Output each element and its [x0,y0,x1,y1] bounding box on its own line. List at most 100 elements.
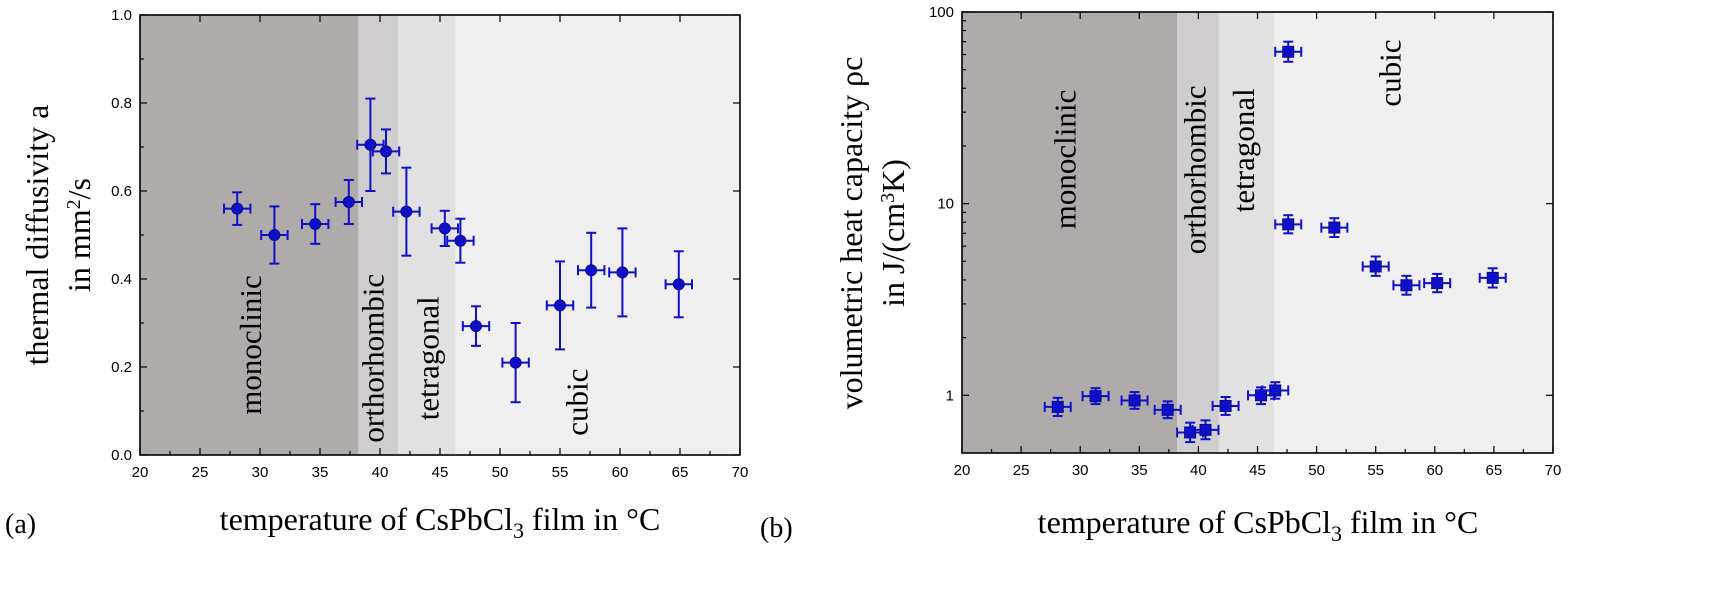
data-point [1423,272,1452,294]
phase-label-cubic: cubic [560,369,595,436]
data-point [1320,217,1349,238]
marker-circle [509,356,522,369]
data-point [356,97,385,192]
panel-a-phase-regions [140,15,740,455]
panel-a-label: (a) [5,509,36,540]
y-tick-label: 1.0 [111,7,132,24]
x-tick-label: 30 [252,464,269,481]
y-tick-label: 100 [929,4,954,21]
data-point [260,205,289,265]
phase-label-monoclinic: monoclinic [1047,90,1082,229]
marker-square [1282,218,1295,231]
data-point [1478,267,1507,289]
marker-circle [554,299,566,312]
phase-label-orthorhombic: orthorhombic [356,274,391,443]
y-tick-label: 10 [937,196,954,213]
data-point [1153,400,1182,420]
panel-b-label: (b) [760,513,793,544]
x-tick-label: 40 [372,464,389,481]
x-tick-label: 50 [492,464,509,481]
data-point [446,217,475,264]
data-point [371,128,401,175]
phase-label-cubic: cubic [1373,40,1408,107]
x-tick-label: 55 [1367,462,1384,479]
x-tick-label: 40 [1190,462,1207,479]
data-point [1274,214,1303,235]
marker-circle [616,266,629,279]
data-point [608,227,637,318]
marker-circle [438,222,451,235]
marker-square [1219,399,1232,412]
panel-b-x-axis-title: temperature of CsPbCl3 film in °C [1038,504,1479,546]
data-point [461,305,491,347]
y-tick-label: 0.4 [111,271,132,288]
panel-a-y-axis-title-line1: thermal diffusivity a [19,105,55,366]
phase-region-cubic [455,15,740,455]
marker-square [1282,45,1295,58]
data-point [1261,381,1290,400]
data-point [664,250,693,319]
data-point [577,231,606,309]
x-tick-label: 70 [732,464,749,481]
phase-label-tetragonal: tetragonal [1226,88,1261,212]
panel-a-chart: monoclinic orthorhombic tetragonal cubic 20… [5,7,748,543]
panel-b-y-axis-title-line2: in J/(cm3K) [875,159,911,307]
marker-circle [309,218,322,230]
data-point [430,209,459,247]
phase-label-tetragonal: tetragonal [411,296,446,420]
x-tick-label: 70 [1545,462,1562,479]
data-point [1392,274,1421,296]
marker-circle [470,320,482,333]
x-tick-label: 45 [432,464,449,481]
panel-a-x-ticks: 20 25 30 35 40 45 50 55 60 65 70 [132,15,749,481]
phase-region-monoclinic [962,12,1178,453]
data-point [1176,421,1205,444]
x-tick-label: 20 [954,462,971,479]
marker-square [1486,271,1499,284]
marker-square [1051,400,1064,413]
data-point [1274,40,1303,63]
x-tick-label: 65 [672,464,689,481]
panel-b-phase-labels: monoclinic orthorhombic tetragonal cubic [1047,40,1407,255]
panel-b-x-ticks: 20 25 30 35 40 45 50 55 60 65 70 [954,12,1562,479]
y-tick-label: 1 [946,387,954,404]
data-point [1361,255,1390,277]
phase-label-orthorhombic: orthorhombic [1178,86,1213,255]
marker-square [1199,423,1212,436]
data-point [334,179,363,225]
panel-a-data-points [223,97,693,404]
marker-circle [342,196,355,208]
x-tick-label: 30 [1072,462,1089,479]
data-point [223,191,252,226]
data-point [1191,419,1220,441]
marker-circle [231,202,244,215]
panel-a-x-axis-title: temperature of CsPbCl3 film in °C [220,501,661,543]
x-tick-label: 50 [1308,462,1325,479]
data-point [1120,391,1149,410]
y-tick-label: 0.6 [111,183,132,200]
panel-b-data-points [1043,40,1507,444]
x-tick-label: 60 [612,464,629,481]
x-tick-label: 35 [1131,462,1148,479]
phase-region-cubic [1274,12,1553,453]
marker-square [1184,426,1197,439]
marker-square [1161,403,1174,416]
x-tick-label: 55 [552,464,569,481]
marker-circle [672,278,685,291]
phase-region-orthorhombic [358,15,398,455]
marker-square [1431,277,1444,290]
data-point [545,260,575,351]
data-point [501,322,530,404]
marker-circle [585,264,598,277]
marker-square [1400,279,1413,292]
data-point [1211,395,1240,416]
panel-b-phase-regions [962,12,1553,453]
y-tick-label: 0.2 [111,359,132,376]
data-point [301,203,330,245]
phase-region-tetragonal [1218,12,1275,453]
x-tick-label: 20 [132,464,149,481]
x-tick-label: 25 [192,464,209,481]
panel-a-y-ticks: 0.0 0.2 0.4 0.6 0.8 1.0 [111,7,740,464]
panel-a-y-axis-title-line2: in mm2/s [61,178,97,292]
x-tick-label: 25 [1013,462,1030,479]
